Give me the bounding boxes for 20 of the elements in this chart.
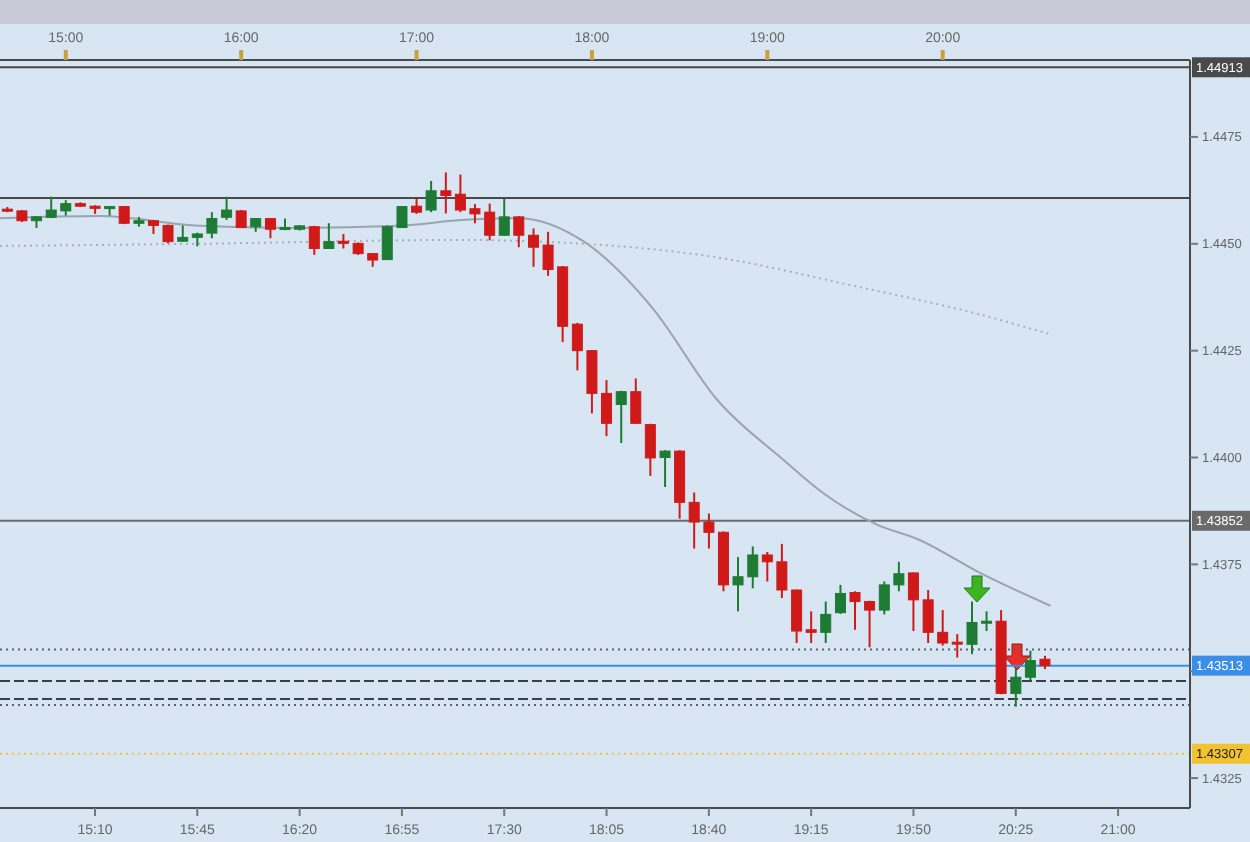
candlestick [308,224,320,256]
candlestick [834,583,846,615]
candlestick [820,600,832,645]
candlestick [221,195,233,221]
candlestick [659,449,671,488]
candlestick [323,222,335,250]
candlestick [440,171,452,215]
candlestick [1010,668,1022,708]
candlestick [615,389,627,444]
line-series [0,215,1052,607]
candlestick [644,422,656,477]
candlestick [264,217,276,240]
candlestick [805,610,817,645]
candlestick [1024,649,1036,682]
candlestick [498,197,510,237]
candlestick [951,633,963,659]
candlestick [425,179,437,214]
candlestick [513,215,525,249]
line-series [0,238,1054,336]
candlestick [630,377,642,425]
